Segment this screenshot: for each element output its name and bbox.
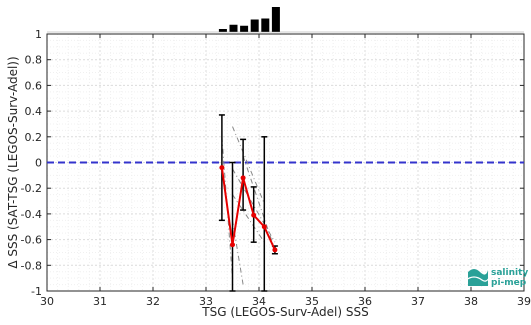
x-tick-label: 39: [517, 295, 531, 308]
axis-ticks: [46, 33, 525, 292]
y-tick-label: 0.8: [25, 54, 43, 67]
x-tick-label: 33: [199, 295, 213, 308]
x-tick-label: 38: [464, 295, 478, 308]
y-tick-label: 0.2: [25, 131, 43, 144]
salinity-pimep-logo: salinity pi-mep: [465, 268, 528, 288]
gray-trend-line: [232, 168, 276, 243]
logo-line1: salinity: [491, 268, 528, 278]
y-tick-label: -0.8: [21, 259, 42, 272]
histogram-bar: [229, 24, 238, 32]
y-axis-title: Δ SSS (SAT-TSG (LEGOS-Surv-Adel)): [6, 56, 20, 268]
x-tick-label: 35: [305, 295, 319, 308]
histogram-bar: [240, 25, 249, 32]
x-tick-label: 31: [93, 295, 107, 308]
gray-trend-line: [232, 126, 265, 204]
y-tick-label: 0: [35, 157, 42, 170]
logo-line2: pi-mep: [491, 278, 527, 288]
y-tick-label: 1: [35, 28, 42, 41]
y-tick-label: 0.6: [25, 79, 43, 92]
x-tick-label: 37: [411, 295, 425, 308]
gray-trend-line: [232, 220, 244, 285]
histogram-bar: [250, 19, 259, 32]
gray-trend-line: [242, 155, 276, 251]
data-series: [219, 165, 278, 253]
histogram-bar: [218, 29, 227, 32]
y-tick-label: -0.6: [21, 234, 42, 247]
data-point: [230, 242, 235, 248]
x-axis-title: TSG (LEGOS-Surv-Adel) SSS: [201, 305, 368, 319]
data-point: [261, 224, 267, 230]
series-line: [220, 167, 276, 251]
x-tick-label: 34: [252, 295, 266, 308]
y-tick-label: -0.2: [21, 182, 42, 195]
data-point: [251, 212, 257, 218]
wave-logo-icon: [465, 269, 490, 286]
x-tick-label: 36: [358, 295, 372, 308]
y-tick-labels: -1 -0.8 -0.6 -0.4 -0.2 0 0.2 0.4 0.6 0.8 1: [21, 28, 42, 298]
histogram-bar: [271, 7, 280, 32]
histogram-bar: [261, 18, 270, 32]
y-tick-label: -1: [31, 285, 42, 298]
y-tick-label: -0.4: [21, 208, 42, 221]
data-point: [240, 175, 246, 181]
gray-trend-line: [232, 194, 265, 243]
x-tick-label: 32: [146, 295, 160, 308]
data-point: [272, 247, 278, 253]
data-point: [219, 165, 225, 171]
histogram: [47, 7, 524, 33]
logo-wave-stroke: [465, 276, 490, 282]
x-tick-labels: 30 31 32 33 34 35 36 37 38 39: [40, 295, 531, 308]
x-tick-label: 30: [40, 295, 54, 308]
y-tick-label: 0.4: [25, 105, 43, 118]
